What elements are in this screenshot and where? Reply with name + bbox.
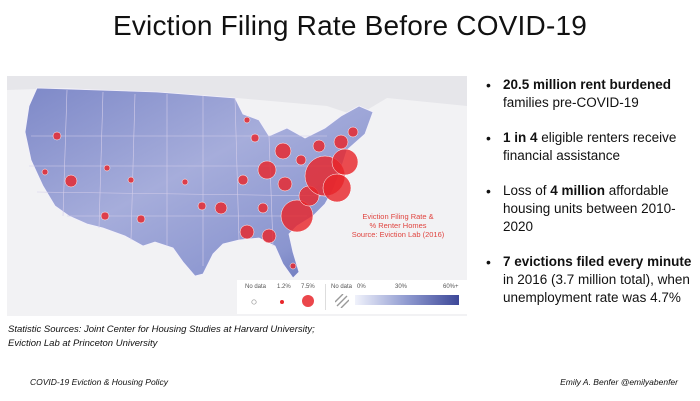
stat-text: affordable housing units between 2010-20…	[503, 183, 676, 234]
map-caption-line: Eviction Filing Rate &	[362, 212, 434, 221]
footer-author: Emily A. Benfer @emilyabenfer	[560, 377, 678, 387]
legend-no-data-hatch-icon	[335, 294, 349, 308]
legend-bubble-label: 1.2%	[277, 284, 291, 290]
stat-text: eligible renters receive financial assis…	[503, 130, 677, 163]
legend-bubble-icons	[251, 295, 314, 307]
statistic-sources: Statistic Sources: Joint Center for Hous…	[8, 323, 428, 351]
legend-shade-label: No data	[331, 284, 353, 290]
key-stats-list: • 20.5 million rent burdened families pr…	[486, 76, 696, 324]
footer-presentation-title: COVID-19 Eviction & Housing Policy	[30, 377, 168, 387]
stat-text: families pre-COVID-19	[503, 95, 639, 110]
stat-bullet: • Loss of 4 million affordable housing u…	[486, 182, 696, 236]
eviction-bubbles	[41, 116, 359, 270]
eviction-map: Eviction Filing Rate & % Renter Homes So…	[7, 76, 467, 316]
map-legend: No data 1.2% 7.5% No data 0% 30% 60%+	[237, 280, 467, 314]
legend-shade-gradient	[355, 295, 459, 305]
legend-bubble-label: No data	[245, 284, 267, 290]
stat-bold: 7 evictions filed every minute	[503, 254, 692, 269]
state-borders	[29, 89, 337, 266]
bullet-dot-icon: •	[486, 130, 491, 146]
slide-title: Eviction Filing Rate Before COVID-19	[112, 10, 588, 41]
sources-line: Statistic Sources: Joint Center for Hous…	[8, 324, 315, 335]
stat-text: in 2016 (3.7 million total), when unempl…	[503, 272, 690, 305]
stat-bold: 20.5 million rent burdened	[503, 77, 672, 92]
bullet-dot-icon: •	[486, 254, 491, 270]
stat-bullet: • 7 evictions filed every minute in 2016…	[486, 253, 696, 307]
stat-bullet: • 20.5 million rent burdened families pr…	[486, 76, 696, 112]
map-caption-line: Source: Eviction Lab (2016)	[351, 230, 445, 239]
map-caption: Eviction Filing Rate & % Renter Homes So…	[343, 212, 453, 239]
stat-prefix: Loss of	[503, 183, 551, 198]
stat-bold: 1 in 4	[503, 130, 538, 145]
canada-landmass	[7, 76, 467, 116]
legend-shade-label: 30%	[395, 284, 408, 290]
legend-bubble-label: 7.5%	[301, 284, 315, 290]
us-states-shape	[24, 87, 374, 279]
us-map-graphic	[7, 76, 467, 279]
bullet-dot-icon: •	[486, 77, 491, 93]
bullet-dot-icon: •	[486, 183, 491, 199]
stat-bullet: • 1 in 4 eligible renters receive financ…	[486, 129, 696, 165]
stat-bold: 4 million	[550, 183, 606, 198]
legend-shade-label: 0%	[357, 284, 366, 290]
map-caption-line: % Renter Homes	[369, 221, 427, 230]
legend-divider	[325, 284, 326, 310]
legend-shade-label: 60%+	[443, 284, 459, 290]
sources-line: Eviction Lab at Princeton University	[8, 338, 158, 349]
